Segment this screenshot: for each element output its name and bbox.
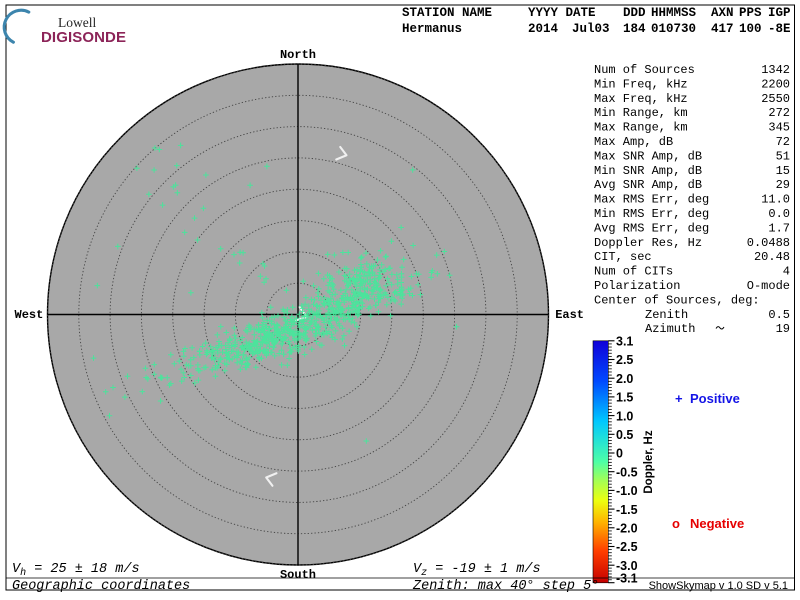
svg-text:0.0488: 0.0488 (747, 236, 790, 250)
svg-text:East: East (555, 308, 584, 322)
svg-text:-2.5: -2.5 (616, 540, 638, 554)
svg-text:-8E: -8E (768, 22, 791, 36)
svg-text:1.5: 1.5 (616, 391, 633, 405)
svg-text:4: 4 (783, 265, 790, 279)
svg-text:-1.5: -1.5 (616, 503, 638, 517)
svg-text:100: 100 (739, 22, 762, 36)
svg-text:Vz = -19 ± 1 m/s: Vz = -19 ± 1 m/s (413, 562, 541, 579)
svg-text:Jul03: Jul03 (572, 22, 610, 36)
svg-text:11.0: 11.0 (761, 193, 790, 207)
svg-text:-2.0: -2.0 (616, 522, 638, 536)
svg-text:Center of Sources, deg:: Center of Sources, deg: (594, 293, 760, 307)
svg-text:O-mode: O-mode (747, 279, 790, 293)
svg-text:Geographic coordinates: Geographic coordinates (12, 579, 190, 594)
svg-text:Negative: Negative (690, 516, 744, 531)
svg-text:0.5: 0.5 (768, 308, 790, 322)
svg-text:2014: 2014 (528, 22, 559, 36)
svg-text:Min Range, km: Min Range, km (594, 106, 688, 120)
svg-text:+: + (675, 391, 683, 406)
svg-text:Max Freq, kHz: Max Freq, kHz (594, 92, 688, 106)
svg-text:2550: 2550 (761, 92, 790, 106)
svg-text:Doppler, Hz: Doppler, Hz (643, 430, 655, 494)
svg-text:20.48: 20.48 (754, 250, 790, 264)
svg-text:1.0: 1.0 (616, 409, 633, 423)
svg-text:345: 345 (768, 121, 790, 135)
svg-text:STATION NAME: STATION NAME (402, 6, 492, 20)
svg-text:272: 272 (768, 106, 790, 120)
svg-text:15: 15 (776, 164, 790, 178)
svg-text:Hermanus: Hermanus (402, 22, 462, 36)
svg-text:Min SNR Amp, dB: Min SNR Amp, dB (594, 164, 702, 178)
svg-text:-1.0: -1.0 (616, 484, 638, 498)
svg-text:2.5: 2.5 (616, 353, 633, 367)
svg-text:19: 19 (776, 322, 790, 336)
svg-text:2.0: 2.0 (616, 372, 633, 386)
svg-text:Zenith: max 40° step 5°: Zenith: max 40° step 5° (412, 579, 599, 594)
svg-text:1.7: 1.7 (768, 221, 790, 235)
svg-text:ShowSkymap v 1.0 SD v 5.1: ShowSkymap v 1.0 SD v 5.1 (649, 580, 788, 592)
svg-text:PPS: PPS (739, 6, 762, 20)
svg-text:72: 72 (776, 135, 790, 149)
svg-text:IGP: IGP (768, 6, 791, 20)
svg-text:Lowell: Lowell (58, 15, 96, 30)
svg-text:51: 51 (776, 149, 790, 163)
svg-text:-3.1: -3.1 (616, 572, 638, 586)
svg-text:Polarization: Polarization (594, 279, 680, 293)
svg-text:0.0: 0.0 (768, 207, 790, 221)
svg-text:YYYY DATE: YYYY DATE (528, 6, 596, 20)
svg-text:29: 29 (776, 178, 790, 192)
svg-text:Max SNR Amp, dB: Max SNR Amp, dB (594, 149, 702, 163)
svg-text:Min Freq, kHz: Min Freq, kHz (594, 77, 688, 91)
svg-text:CIT, sec: CIT, sec (594, 250, 652, 264)
svg-text:South: South (280, 568, 316, 582)
svg-text:DIGISONDE: DIGISONDE (41, 29, 126, 46)
svg-text:3.1: 3.1 (616, 335, 633, 349)
svg-text:0.5: 0.5 (616, 428, 633, 442)
svg-text:0: 0 (616, 447, 623, 461)
svg-text:North: North (280, 48, 316, 62)
svg-text:184: 184 (623, 22, 646, 36)
svg-text:o: o (672, 516, 680, 531)
svg-text:Zenith: Zenith (645, 308, 688, 322)
svg-text:Max Range, km: Max Range, km (594, 121, 688, 135)
svg-text:-0.5: -0.5 (616, 465, 638, 479)
svg-text:417: 417 (711, 22, 734, 36)
svg-text:HHMMSS: HHMMSS (651, 6, 697, 20)
svg-text:DDD: DDD (623, 6, 646, 20)
svg-text:010730: 010730 (651, 22, 696, 36)
svg-text:Positive: Positive (690, 391, 740, 406)
svg-text:Avg RMS Err, deg: Avg RMS Err, deg (594, 221, 709, 235)
svg-text:AXN: AXN (711, 6, 734, 20)
svg-text:West: West (15, 308, 44, 322)
svg-text:Min RMS Err, deg: Min RMS Err, deg (594, 207, 709, 221)
svg-text:Avg SNR Amp, dB: Avg SNR Amp, dB (594, 178, 702, 192)
svg-text:Num of CITs: Num of CITs (594, 265, 673, 279)
svg-text:Max RMS Err, deg: Max RMS Err, deg (594, 193, 709, 207)
svg-text:Max Amp, dB: Max Amp, dB (594, 135, 673, 149)
svg-text:Azimuth: Azimuth (645, 322, 695, 336)
svg-text:1342: 1342 (761, 63, 790, 77)
svg-text:Num of Sources: Num of Sources (594, 63, 695, 77)
svg-text:2200: 2200 (761, 77, 790, 91)
svg-text:Doppler Res, Hz: Doppler Res, Hz (594, 236, 702, 250)
svg-text:Vh = 25 ± 18 m/s: Vh = 25 ± 18 m/s (12, 562, 140, 579)
